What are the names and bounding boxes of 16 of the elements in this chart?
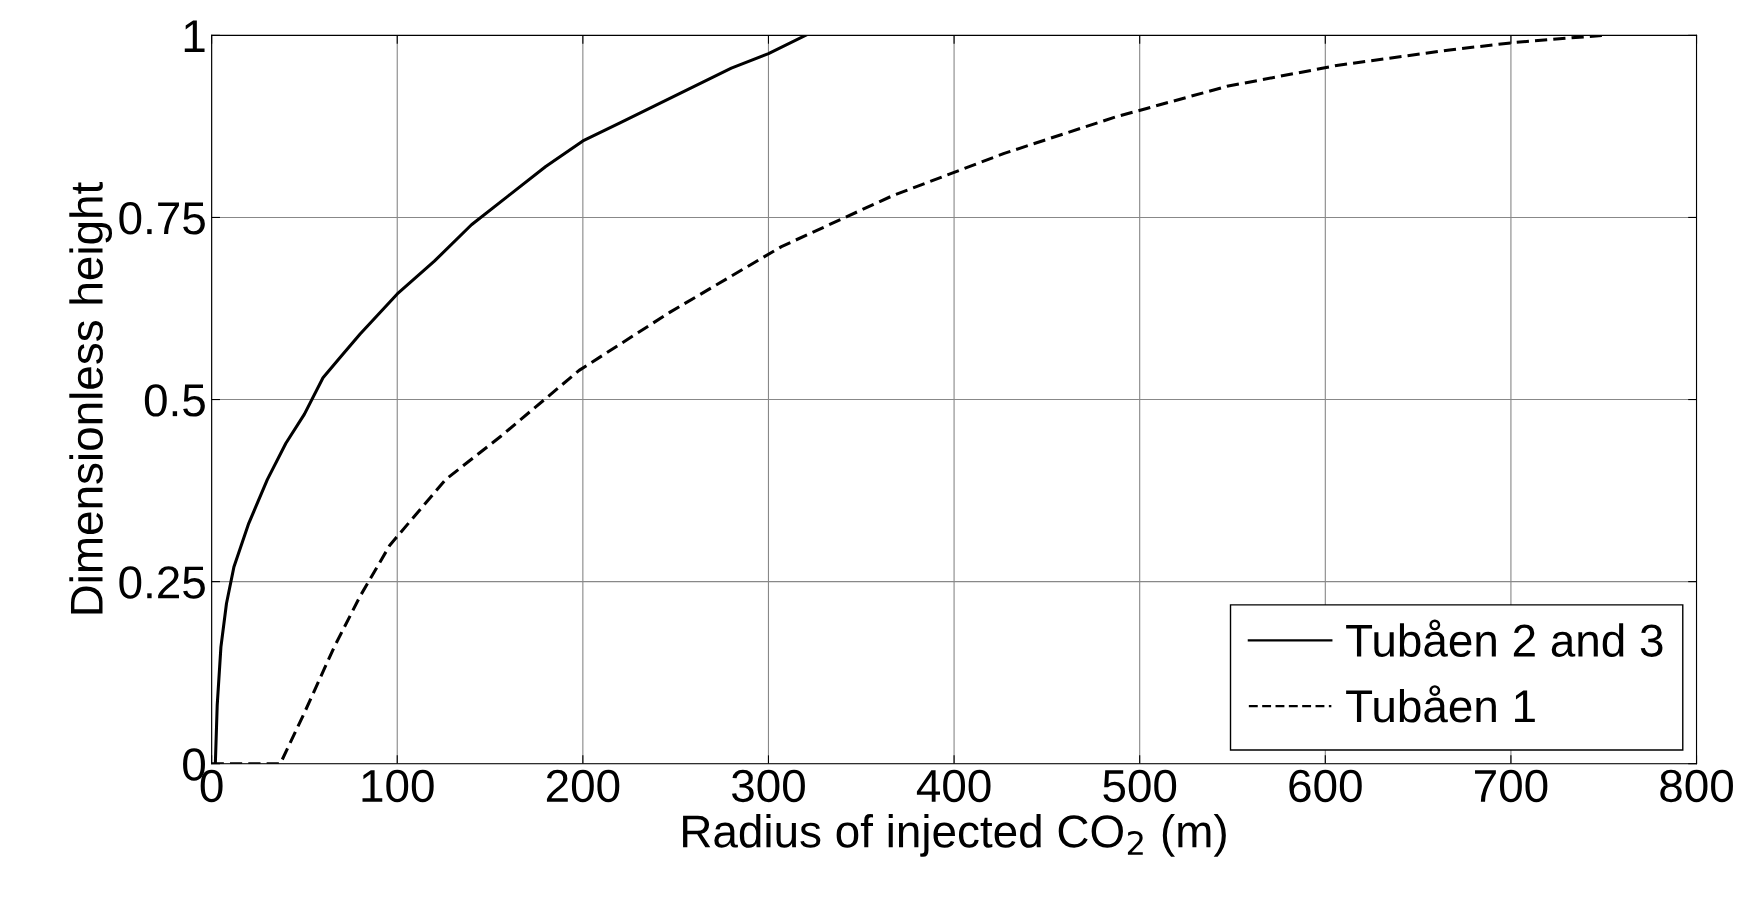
x-tick-label: 400 [916,769,991,803]
x-axis-title: Radius of injected CO$_{2}$ (m) [683,814,1226,857]
x-tick-label: 700 [1475,769,1548,803]
x-tick-label: 300 [731,769,805,803]
legend-label: Tubåen 2 and 3 [1346,619,1663,657]
x-tick-label: 600 [1289,769,1362,803]
y-axis-title: Dimensionless height [69,182,113,614]
y-tick-label: 0.5 [144,384,205,417]
x-tick-label: 200 [546,769,620,803]
x-tick-label: 100 [362,769,434,803]
legend-label: Tubåen 1 [1346,685,1535,723]
x-tick-label: 800 [1660,769,1733,803]
y-tick-label: 1 [184,20,205,52]
x-tick-label: 500 [1103,769,1177,803]
y-tick-label: 0.25 [119,566,205,599]
y-tick-label: 0.75 [119,202,205,235]
